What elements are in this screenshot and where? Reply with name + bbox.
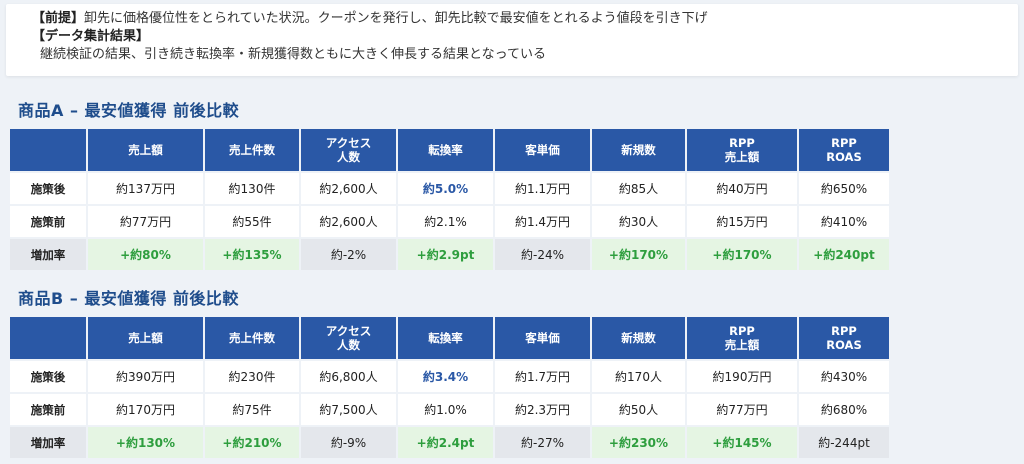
comparison-table: 売上額 売上件数 アクセス 人数 転換率 客単価 新規数 RPP 売上額 RPP ROAS 施策… <box>8 317 891 460</box>
table-cell: 約40万円 <box>687 173 797 206</box>
row-label: 増加率 <box>10 427 86 460</box>
table-cell: 約170人 <box>592 361 685 394</box>
table-cell: 約137万円 <box>88 173 203 206</box>
product-section-title: 商品B – 最安値獲得 前後比較 <box>18 289 239 308</box>
table-cell: 約7,500人 <box>301 394 396 427</box>
table-cell: +約80% <box>88 239 203 272</box>
table-cell: 約75件 <box>205 394 299 427</box>
table-cell: +約2.4pt <box>398 427 493 460</box>
column-header: 新規数 <box>592 129 685 173</box>
table-cell: 約390万円 <box>88 361 203 394</box>
premise-line-1: 【前提】卸先に価格優位性をとられていた状況。クーポンを発行し、卸先比較で最安値を… <box>32 10 1000 28</box>
table-cell: 約77万円 <box>88 206 203 239</box>
row-label: 増加率 <box>10 239 86 272</box>
premise-text: 卸先に価格優位性をとられていた状況。クーポンを発行し、卸先比較で最安値をとれるよ… <box>84 11 708 26</box>
table-cell: 約430% <box>799 361 889 394</box>
table-cell: 約-24% <box>495 239 590 272</box>
table-cell: 約1.4万円 <box>495 206 590 239</box>
column-header: RPP ROAS <box>799 129 889 173</box>
table-cell: +約2.9pt <box>398 239 493 272</box>
column-header: 客単価 <box>495 129 590 173</box>
column-header: 転換率 <box>398 317 493 361</box>
table-corner <box>10 129 86 173</box>
column-header: 売上額 <box>88 129 203 173</box>
table-cell: 約3.4% <box>398 361 493 394</box>
table-row-before: 施策前 約170万円 約75件 約7,500人 約1.0% 約2.3万円 約50人 約77万円… <box>10 394 889 427</box>
column-header: アクセス 人数 <box>301 129 396 173</box>
row-label: 施策後 <box>10 173 86 206</box>
table-cell: +約130% <box>88 427 203 460</box>
table-cell: 約2,600人 <box>301 173 396 206</box>
table-cell: +約145% <box>687 427 797 460</box>
table-cell: 約-2% <box>301 239 396 272</box>
table-cell: 約2,600人 <box>301 206 396 239</box>
table-cell: 約410% <box>799 206 889 239</box>
table-cell: +約170% <box>592 239 685 272</box>
premise-box: 【前提】卸先に価格優位性をとられていた状況。クーポンを発行し、卸先比較で最安値を… <box>6 4 1018 76</box>
table-row-after: 施策後 約137万円 約130件 約2,600人 約5.0% 約1.1万円 約85人 約40万… <box>10 173 889 206</box>
table-cell: 約50人 <box>592 394 685 427</box>
column-header: 転換率 <box>398 129 493 173</box>
table-cell: +約170% <box>687 239 797 272</box>
product-section-title: 商品A – 最安値獲得 前後比較 <box>18 101 240 120</box>
table-cell: +約210% <box>205 427 299 460</box>
table-cell: 約230件 <box>205 361 299 394</box>
table-cell: 約2.3万円 <box>495 394 590 427</box>
table-cell: 約1.7万円 <box>495 361 590 394</box>
table-cell: 約650% <box>799 173 889 206</box>
column-header: 売上件数 <box>205 129 299 173</box>
table-cell: 約85人 <box>592 173 685 206</box>
table-cell: 約130件 <box>205 173 299 206</box>
table-cell: 約55件 <box>205 206 299 239</box>
table-cell: +約230% <box>592 427 685 460</box>
table-cell: 約190万円 <box>687 361 797 394</box>
table-cell: 約-27% <box>495 427 590 460</box>
table-cell: 約170万円 <box>88 394 203 427</box>
table-cell: 約6,800人 <box>301 361 396 394</box>
table-corner <box>10 317 86 361</box>
table-header-row: 売上額 売上件数 アクセス 人数 転換率 客単価 新規数 RPP 売上額 RPP ROAS <box>10 317 889 361</box>
table-cell: 約5.0% <box>398 173 493 206</box>
column-header: 売上額 <box>88 317 203 361</box>
column-header: RPP 売上額 <box>687 317 797 361</box>
table-cell: 約15万円 <box>687 206 797 239</box>
column-header: RPP ROAS <box>799 317 889 361</box>
row-label: 施策前 <box>10 394 86 427</box>
table-row-before: 施策前 約77万円 約55件 約2,600人 約2.1% 約1.4万円 約30人 約15万円約… <box>10 206 889 239</box>
column-header: アクセス 人数 <box>301 317 396 361</box>
table-cell: 約680% <box>799 394 889 427</box>
column-header: 客単価 <box>495 317 590 361</box>
column-header: 新規数 <box>592 317 685 361</box>
table-row-increase: 増加率 +約130% +約210% 約-9% +約2.4pt 約-27% +約230% +約1… <box>10 427 889 460</box>
premise-heading: 【前提】 <box>32 11 85 26</box>
table-cell: 約1.1万円 <box>495 173 590 206</box>
table-cell: +約135% <box>205 239 299 272</box>
row-label: 施策後 <box>10 361 86 394</box>
table-cell: 約-244pt <box>799 427 889 460</box>
column-header: 売上件数 <box>205 317 299 361</box>
table-cell: +約240pt <box>799 239 889 272</box>
table-cell: 約77万円 <box>687 394 797 427</box>
table-cell: 約2.1% <box>398 206 493 239</box>
table-header-row: 売上額 売上件数 アクセス 人数 転換率 客単価 新規数 RPP 売上額 RPP ROAS <box>10 129 889 173</box>
column-header: RPP 売上額 <box>687 129 797 173</box>
table-cell: 約-9% <box>301 427 396 460</box>
results-heading: 【データ集計結果】 <box>32 29 150 44</box>
table-row-after: 施策後 約390万円 約230件 約6,800人 約3.4% 約1.7万円 約170人 約19… <box>10 361 889 394</box>
table-cell: 約30人 <box>592 206 685 239</box>
row-label: 施策前 <box>10 206 86 239</box>
results-text: 継続検証の結果、引き続き転換率・新規獲得数ともに大きく伸長する結果となっている <box>40 47 546 62</box>
comparison-table: 売上額 売上件数 アクセス 人数 転換率 客単価 新規数 RPP 売上額 RPP ROAS 施策… <box>8 129 891 272</box>
table-row-increase: 増加率 +約80% +約135% 約-2% +約2.9pt 約-24% +約170% +約17… <box>10 239 889 272</box>
table-cell: 約1.0% <box>398 394 493 427</box>
